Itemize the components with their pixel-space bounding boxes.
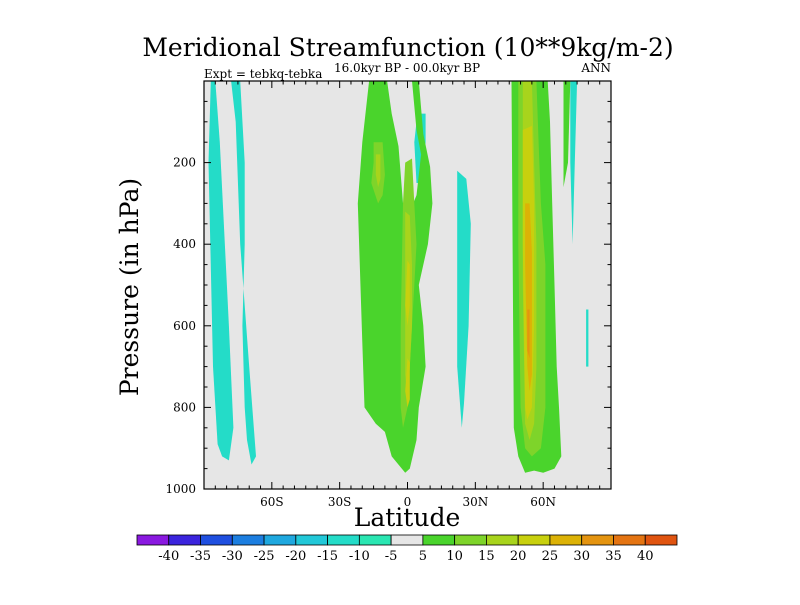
colorbar-swatch [390,534,424,546]
x-tick-label: 30N [462,495,488,509]
colorbar-swatch [581,534,614,546]
colorbar-swatch [200,534,233,546]
contour-region-2 [231,81,256,465]
colorbar-swatch [231,534,265,546]
contour-fills [208,81,589,473]
colorbar-label: 25 [542,549,559,564]
colorbar-label: -15 [317,549,338,564]
y-tick-label: 600 [173,319,196,333]
y-tick-label: 1000 [165,482,196,496]
colorbar-swatch [486,534,519,546]
colorbar-swatch [517,534,551,546]
colorbar-label: -5 [385,549,398,564]
contour-region-13 [375,154,381,188]
y-tick-label: 400 [173,237,196,251]
contour-region-17 [405,358,410,408]
x-tick-label: 30S [328,495,352,509]
colorbar-swatch [358,534,392,546]
contour-region-5 [570,81,578,245]
contour-region-1 [208,81,234,461]
colorbar-swatch [422,534,456,546]
chart-subtitle: 16.0kyr BP - 00.0kyr BP [334,61,480,75]
colorbar-label: 5 [419,549,427,564]
colorbar-label: 10 [446,549,463,564]
season-label: ANN [580,61,611,75]
colorbar-swatch [168,534,201,546]
colorbar-label: -20 [285,549,306,564]
contour-region-6 [586,309,589,367]
x-tick-label: 0 [404,495,412,509]
contour-region-19 [525,203,532,392]
x-tick-label: 60S [260,495,284,509]
contour-region-20 [527,309,530,359]
experiment-label: Expt = tebkq-tebka [204,67,322,81]
contour-region-9 [563,81,571,188]
colorbar-label: -35 [190,549,211,564]
x-tick-label: 60N [530,495,556,509]
colorbar-swatch [136,534,170,546]
colorbar: -40 -35 -30 -25 -20 -15 -10 -5 5 10 15 20 25 30 35 40 [136,534,678,564]
colorbar-swatch [644,534,678,546]
y-tick-label: 200 [173,156,196,170]
plot-area: 60S 30S 0 30N 60N 200 400 600 800 1000 [165,80,612,509]
x-axis-title: Latitude [354,503,461,532]
colorbar-label: -25 [254,549,275,564]
colorbar-swatch [295,534,328,546]
colorbar-swatch [613,534,646,546]
colorbar-label: 20 [510,549,527,564]
colorbar-label: 30 [573,549,590,564]
chart-title: Meridional Streamfunction (10**9kg/m-2) [142,33,673,62]
colorbar-label: -30 [222,549,243,564]
colorbar-label: 35 [605,549,622,564]
colorbar-label: 15 [478,549,495,564]
colorbar-label: -10 [349,549,370,564]
colorbar-label: -40 [158,549,179,564]
colorbar-swatch [263,534,297,546]
contour-region-4 [457,170,471,428]
axis-ticks: 60S 30S 0 30N 60N 200 400 600 800 1000 [165,81,612,509]
y-axis-title: Pressure (in hPa) [115,178,144,396]
y-tick-label: 800 [173,400,196,414]
colorbar-swatch [549,534,583,546]
contour-region-16 [405,260,410,326]
colorbar-swatch [327,534,360,546]
colorbar-label: 40 [637,549,654,564]
colorbar-swatch [454,534,487,546]
